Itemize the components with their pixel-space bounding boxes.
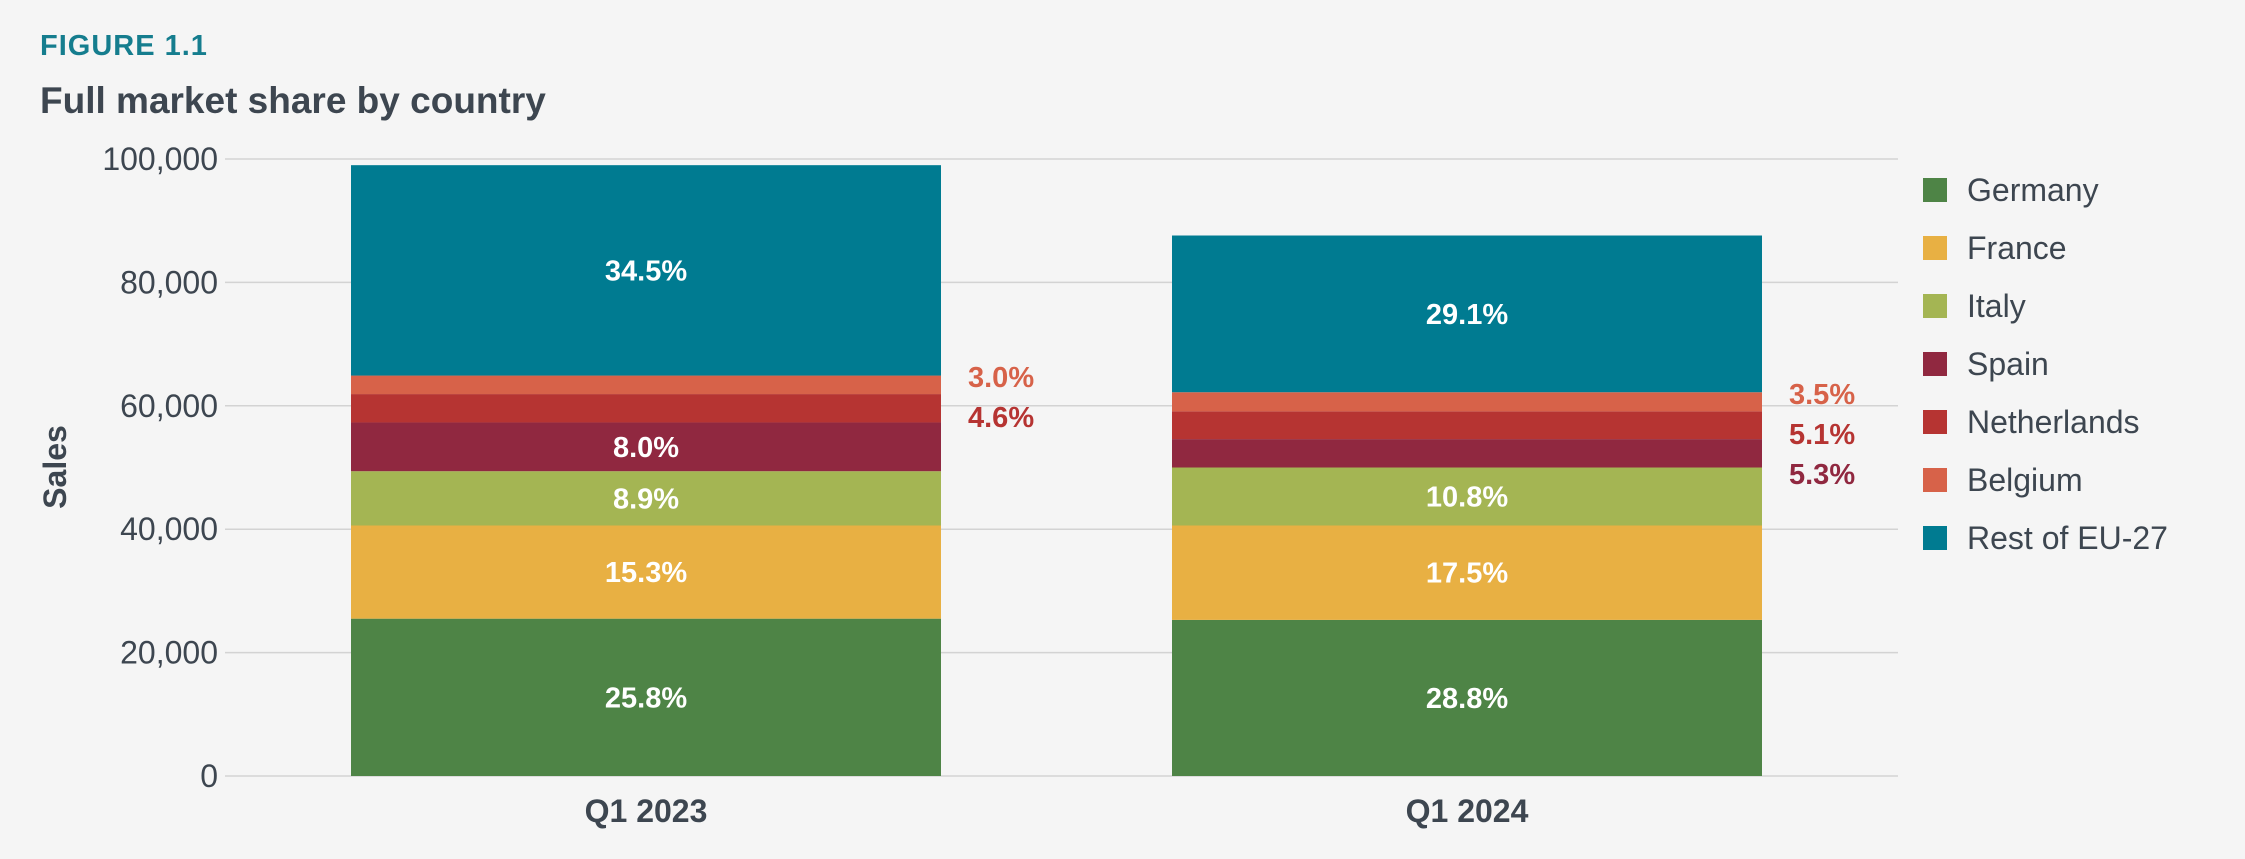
x-category-label: Q1 2023: [585, 793, 708, 829]
legend-label: Belgium: [1967, 462, 2083, 498]
data-label: 28.8%: [1426, 683, 1508, 715]
bar-segment: [1172, 392, 1762, 412]
data-label: 25.8%: [605, 682, 687, 714]
bar-segment: [1172, 439, 1762, 468]
bar-segment: [351, 422, 941, 472]
legend-label: Spain: [1967, 346, 2049, 382]
bar-segment: [351, 375, 941, 395]
y-tick-label: 0: [200, 758, 218, 794]
legend-label: France: [1967, 230, 2067, 266]
legend-swatch: [1923, 294, 1947, 318]
bar-segment: [1172, 467, 1762, 526]
bar-segment: [1172, 525, 1762, 620]
bar-segment: [351, 165, 941, 376]
bar-segment: [351, 471, 941, 526]
y-axis-label: Sales: [37, 425, 73, 509]
legend-swatch: [1923, 526, 1947, 550]
data-label: 29.1%: [1426, 299, 1508, 331]
bar-segment: [1172, 411, 1762, 440]
y-tick-label: 60,000: [120, 388, 218, 424]
data-label: 10.8%: [1426, 481, 1508, 513]
legend-label: Germany: [1967, 172, 2099, 208]
data-label-outside: 3.5%: [1789, 379, 1855, 411]
y-tick-label: 80,000: [120, 264, 218, 300]
data-label: 8.9%: [613, 483, 679, 515]
y-tick-label: 100,000: [102, 141, 218, 177]
data-label-outside: 4.6%: [968, 402, 1034, 434]
x-axis-categories: Q1 2023 Q1 2024: [585, 793, 1529, 829]
legend-label: Netherlands: [1967, 404, 2140, 440]
data-label: 15.3%: [605, 557, 687, 589]
legend-swatch: [1923, 178, 1947, 202]
bars: [351, 165, 1762, 776]
bar-segment: [1172, 619, 1762, 776]
legend: Germany France Italy Spain Netherlands Belgiu…: [1923, 172, 2168, 556]
legend-label: Rest of EU-27: [1967, 520, 2168, 556]
legend-swatch: [1923, 410, 1947, 434]
bar-segment: [351, 525, 941, 619]
legend-swatch: [1923, 352, 1947, 376]
data-label-outside: 3.0%: [968, 362, 1034, 394]
data-labels: 25.8% 15.3% 8.9% 8.0% 34.5% 3.0% 4.6% 28.8% 17.5…: [605, 255, 1855, 715]
data-label: 34.5%: [605, 255, 687, 287]
data-label: 17.5%: [1426, 558, 1508, 590]
legend-label: Italy: [1967, 288, 2026, 324]
data-label-outside: 5.3%: [1789, 459, 1855, 491]
data-label: 8.0%: [613, 432, 679, 464]
y-tick-label: 40,000: [120, 511, 218, 547]
y-axis-ticks: 0 20,000 40,000 60,000 80,000 100,000: [102, 141, 218, 794]
chart-title: Full market share by country: [40, 80, 546, 121]
legend-swatch: [1923, 236, 1947, 260]
x-category-label: Q1 2024: [1406, 793, 1529, 829]
bar-segment: [351, 618, 941, 776]
legend-swatch: [1923, 468, 1947, 492]
bar-segment: [1172, 235, 1762, 393]
bar-segment: [351, 394, 941, 423]
figure-label: FIGURE 1.1: [40, 30, 208, 62]
data-label-outside: 5.1%: [1789, 419, 1855, 451]
y-tick-label: 20,000: [120, 635, 218, 671]
